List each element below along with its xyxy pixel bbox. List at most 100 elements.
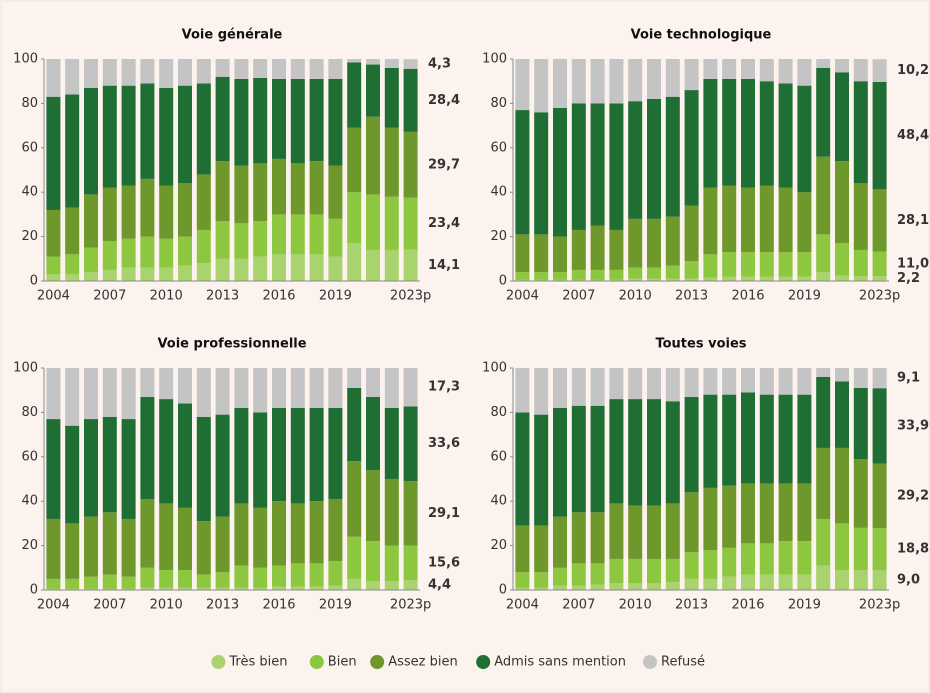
bar-segment	[309, 59, 324, 79]
bar-segment	[159, 185, 174, 239]
bar-segment	[609, 279, 624, 281]
bar-segment	[253, 587, 268, 590]
bar-segment	[571, 512, 586, 564]
bar-segment	[253, 368, 268, 413]
x-tick-label: 2019	[319, 289, 352, 304]
bar-segment	[797, 276, 812, 281]
bar-segment	[515, 110, 530, 235]
bar-segment	[290, 254, 305, 281]
bar-segment	[609, 558, 624, 584]
bar-segment	[741, 392, 755, 484]
bar-segment	[178, 403, 192, 508]
end-value-label: 11,0	[897, 256, 929, 271]
bar-segment	[234, 59, 249, 79]
y-tick-label: 40	[490, 185, 507, 200]
bar-segment	[835, 275, 849, 281]
bar-segment	[84, 87, 98, 195]
bar-segment	[703, 254, 718, 278]
bar-segment	[102, 241, 117, 270]
bar-segment	[366, 396, 380, 471]
bar-segment	[328, 585, 343, 590]
bar-segment	[102, 512, 117, 575]
end-value-label: 2,2	[897, 271, 920, 286]
bar-segment	[309, 161, 324, 215]
bar-segment	[553, 59, 567, 108]
x-tick-label: 2013	[675, 598, 708, 613]
bar-segment	[722, 59, 737, 79]
y-tick-label: 40	[21, 494, 38, 509]
bar-segment	[553, 368, 567, 408]
bar-segment	[65, 59, 80, 95]
bar-segment	[759, 394, 774, 484]
bar-segment	[703, 368, 718, 395]
bar-segment	[290, 163, 305, 215]
bar-segment	[347, 536, 362, 579]
x-tick-label: 2007	[93, 598, 126, 613]
bar-segment	[835, 59, 849, 73]
bar-segment	[759, 59, 774, 82]
bar-segment	[590, 225, 605, 270]
bar-segment	[853, 387, 868, 460]
bar-segment	[121, 238, 136, 268]
bar-segment	[816, 368, 831, 377]
bar-segment	[102, 85, 117, 188]
bar-segment	[366, 581, 380, 590]
bar-segment	[309, 78, 324, 162]
bar-segment	[609, 368, 624, 400]
bar-segment	[121, 267, 136, 281]
y-tick-label: 0	[499, 274, 507, 289]
bar-segment	[722, 252, 737, 277]
bar-segment	[628, 399, 643, 506]
bar-segment	[65, 207, 80, 255]
bar-segment	[722, 547, 737, 577]
bar-segment	[65, 578, 80, 589]
bar-segment	[665, 582, 680, 590]
bar-segment	[328, 78, 343, 166]
y-tick-label: 80	[21, 405, 38, 420]
bar-segment	[590, 279, 605, 281]
end-value-label: 18,8	[897, 542, 929, 557]
y-tick-label: 40	[21, 185, 38, 200]
bar-segment	[309, 407, 324, 502]
bar-segment	[309, 368, 324, 408]
bar-segment	[816, 518, 831, 566]
bar-segment	[534, 587, 549, 590]
bar-segment	[272, 254, 286, 281]
bar-segment	[159, 59, 174, 88]
bar-segment	[759, 81, 774, 186]
bar-segment	[553, 516, 567, 568]
bar-segment	[253, 59, 268, 78]
bar-segment	[722, 276, 737, 281]
bar-segment	[196, 83, 211, 175]
bar-segment	[403, 545, 418, 581]
bar-segment	[65, 94, 80, 208]
bar-segment	[290, 407, 305, 504]
bar-segment	[778, 187, 793, 253]
bar-segment	[722, 78, 737, 186]
bar-segment	[65, 254, 80, 275]
bar-segment	[403, 131, 418, 198]
end-value-label: 9,0	[897, 573, 920, 588]
bar-segment	[234, 258, 249, 281]
x-tick-label: 2023p	[859, 598, 900, 613]
bar-segment	[778, 483, 793, 542]
bar-segment	[328, 407, 343, 499]
bar-segment	[797, 59, 812, 86]
bar-segment	[102, 574, 117, 589]
bar-segment	[366, 59, 380, 65]
bar-segment	[84, 272, 98, 281]
bar-segment	[590, 368, 605, 406]
bar-segment	[590, 103, 605, 226]
bar-segment	[797, 192, 812, 253]
bar-segment	[759, 185, 774, 253]
bar-segment	[534, 234, 549, 273]
bar-segment	[159, 267, 174, 281]
bar-segment	[647, 505, 661, 559]
bar-segment	[121, 185, 136, 239]
bar-segment	[647, 558, 661, 584]
bar-segment	[272, 368, 286, 408]
legend-label: Bien	[328, 655, 357, 670]
bar-segment	[872, 59, 887, 82]
bar-segment	[703, 487, 718, 551]
